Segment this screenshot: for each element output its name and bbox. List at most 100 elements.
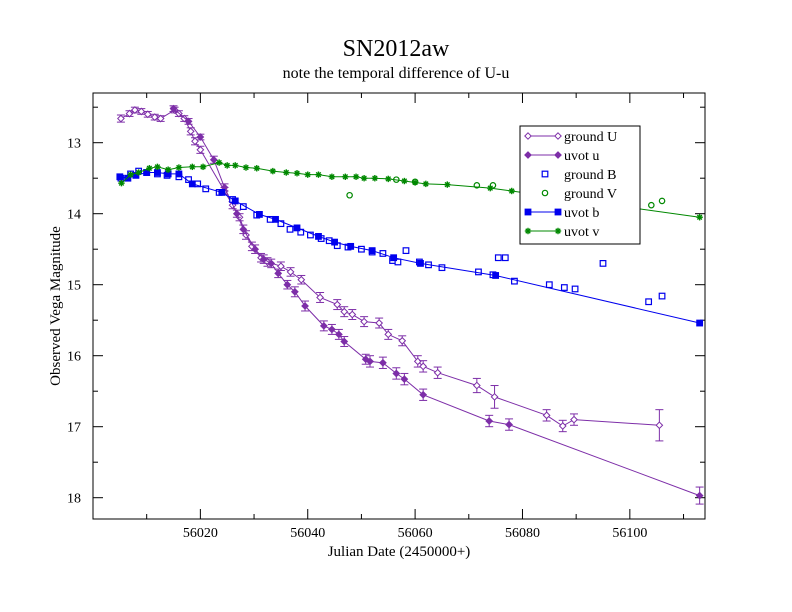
y-tick-label: 14 <box>67 208 81 223</box>
chart-title: SN2012aw <box>343 36 450 62</box>
legend-label: ground V <box>564 187 617 202</box>
x-axis-label: Julian Date (2450000+) <box>328 544 471 560</box>
data-point <box>156 114 165 123</box>
data-point <box>209 155 218 164</box>
data-point <box>360 317 369 326</box>
data-point <box>301 302 309 310</box>
chart-subtitle: note the temporal difference of U-u <box>283 65 510 82</box>
legend-item: uvot u <box>524 149 599 164</box>
legend-marker <box>524 227 532 235</box>
data-point <box>492 272 500 279</box>
data-point <box>239 225 248 234</box>
data-point <box>290 287 299 296</box>
data-point <box>560 284 568 291</box>
data-point <box>378 358 387 367</box>
data-point <box>402 247 410 255</box>
data-point <box>125 109 134 118</box>
data-point <box>505 420 513 429</box>
data-point <box>422 180 430 188</box>
data-point <box>256 211 263 218</box>
y-tick-label: 13 <box>67 137 81 152</box>
data-point <box>267 259 276 268</box>
data-point <box>508 187 515 195</box>
data-point <box>117 114 125 123</box>
data-point <box>384 330 393 339</box>
data-point <box>164 166 172 173</box>
legend-label: ground U <box>564 130 617 145</box>
data-point <box>392 369 401 378</box>
legend-label: uvot u <box>564 149 599 164</box>
series-layer <box>116 104 704 505</box>
x-tick-label: 56100 <box>612 526 647 541</box>
data-point <box>175 170 183 178</box>
data-point <box>371 175 379 182</box>
data-point <box>328 173 336 180</box>
data-point <box>124 174 132 182</box>
legend-marker <box>541 189 549 197</box>
data-point <box>695 491 704 500</box>
legend-label: uvot v <box>564 225 599 240</box>
data-point <box>283 169 290 176</box>
data-point <box>116 173 124 181</box>
data-point <box>130 106 139 114</box>
data-point <box>315 233 322 240</box>
data-point <box>232 209 241 218</box>
data-point <box>196 133 205 141</box>
data-point <box>658 292 666 300</box>
legend-marker <box>524 151 532 159</box>
plot-area <box>92 92 706 520</box>
legend-marker <box>524 132 532 140</box>
data-point <box>118 179 125 187</box>
data-point <box>599 260 607 267</box>
data-point <box>315 171 322 178</box>
y-tick-label: 15 <box>67 279 81 294</box>
legend-item: uvot b <box>524 206 599 221</box>
x-tick-label: 56060 <box>398 526 433 541</box>
data-point <box>269 167 277 175</box>
data-point <box>419 362 428 371</box>
legend: ground U uvot u ground B ground V uvot b uvot… <box>519 125 641 245</box>
data-point <box>334 330 343 339</box>
data-point <box>251 245 260 254</box>
y-tick-label: 17 <box>67 421 81 436</box>
data-point <box>696 214 703 221</box>
data-point <box>316 293 324 302</box>
data-point <box>411 179 419 186</box>
x-tick-label: 56040 <box>290 526 325 541</box>
legend-label: ground B <box>564 168 617 183</box>
data-point <box>175 164 183 171</box>
data-point <box>188 180 196 188</box>
data-point <box>307 231 314 239</box>
data-point <box>169 104 178 113</box>
y-tick-label: 18 <box>67 492 81 507</box>
data-point <box>259 255 268 264</box>
data-point <box>570 415 578 424</box>
data-point <box>487 184 494 192</box>
data-point <box>433 368 442 377</box>
data-point <box>368 247 376 255</box>
data-point <box>346 191 353 199</box>
data-point <box>655 421 664 430</box>
x-tick-label: 56020 <box>183 526 218 541</box>
data-point <box>304 171 311 178</box>
y-axis-label: Observed Vega Magnitude <box>48 226 64 386</box>
data-point <box>286 268 295 276</box>
data-point <box>215 159 223 166</box>
data-point <box>274 269 283 278</box>
data-point <box>150 113 159 122</box>
data-point <box>327 325 336 334</box>
data-point <box>419 390 428 399</box>
data-point <box>186 127 195 136</box>
data-point <box>199 163 207 171</box>
legend-box <box>519 125 641 245</box>
data-point <box>135 169 142 176</box>
data-point <box>390 254 398 262</box>
data-point <box>331 238 338 246</box>
data-point <box>394 258 402 266</box>
data-point <box>283 280 292 289</box>
data-point <box>542 411 551 420</box>
x-tick-label: 56080 <box>505 526 540 541</box>
data-point <box>297 275 306 284</box>
data-point <box>224 162 231 169</box>
data-point <box>319 321 328 330</box>
